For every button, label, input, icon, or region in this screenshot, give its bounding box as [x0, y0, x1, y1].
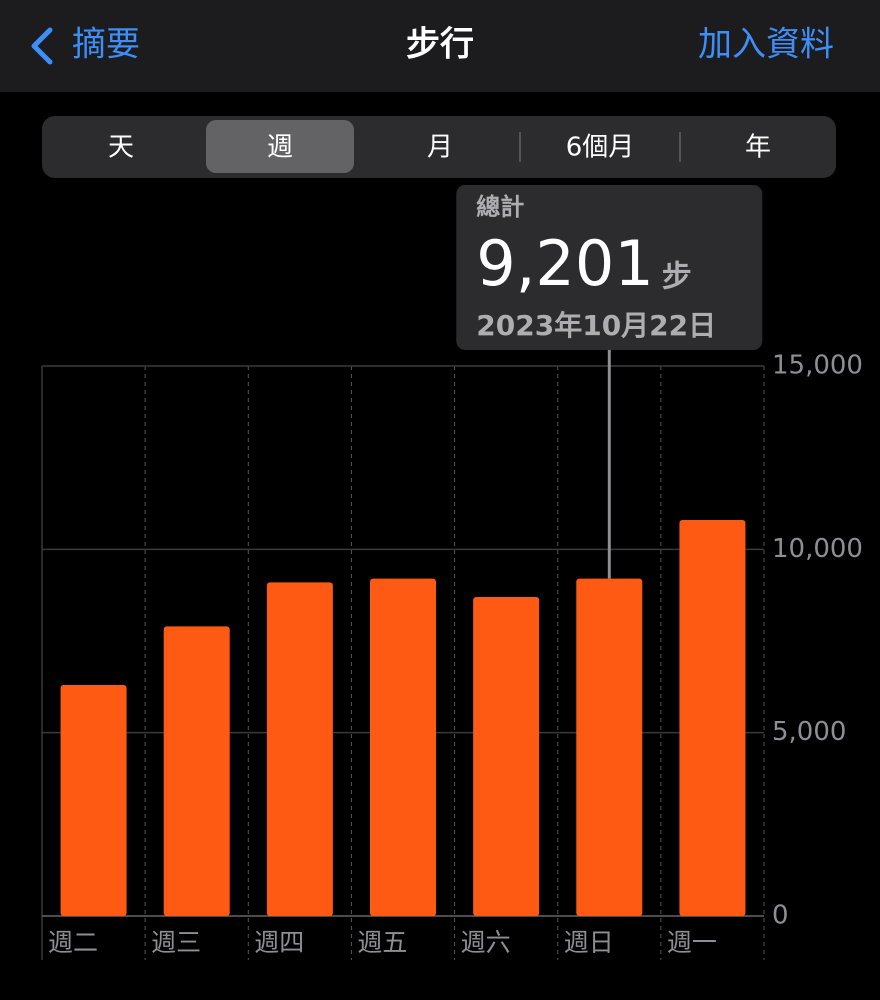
- bar[interactable]: [370, 578, 436, 916]
- bar[interactable]: [576, 578, 643, 916]
- x-tick-label: 週四: [254, 928, 304, 957]
- segment-label[interactable]: 週: [267, 133, 293, 163]
- y-tick-label: 10,000: [772, 534, 863, 564]
- tooltip-date: 2023年10月22日: [476, 309, 716, 342]
- bar[interactable]: [60, 685, 127, 916]
- segment-label[interactable]: 6個月: [566, 133, 635, 163]
- bar[interactable]: [679, 520, 746, 916]
- y-tick-label: 15,000: [772, 351, 863, 381]
- y-tick-label: 5,000: [772, 717, 846, 747]
- x-tick-label: 週六: [461, 928, 511, 957]
- tooltip-title: 總計: [476, 193, 524, 221]
- tooltip: [456, 185, 763, 350]
- x-tick-label: 週五: [357, 928, 407, 957]
- bar[interactable]: [163, 626, 230, 916]
- x-tick-label: 週一: [667, 928, 717, 957]
- segment-selected: [206, 120, 354, 173]
- back-button[interactable]: 摘要: [31, 25, 140, 65]
- add-data[interactable]: 加入資料: [698, 25, 834, 65]
- nav-bar: [0, 0, 880, 92]
- segment-label[interactable]: 天: [108, 133, 134, 163]
- back-label[interactable]: 摘要: [72, 25, 140, 65]
- tooltip-unit: 步: [662, 260, 692, 295]
- segment-label[interactable]: 月: [427, 133, 453, 163]
- y-tick-label: 0: [772, 901, 789, 931]
- x-tick-label: 週三: [151, 928, 201, 957]
- x-tick-label: 週日: [564, 928, 614, 957]
- nav-title: 步行: [406, 25, 474, 65]
- back-chevron[interactable]: [31, 27, 53, 65]
- x-tick-label: 週二: [48, 928, 98, 957]
- bar[interactable]: [473, 597, 540, 916]
- segment-label[interactable]: 年: [745, 133, 771, 163]
- bar[interactable]: [266, 582, 333, 916]
- tooltip-value: 9,201: [476, 227, 654, 300]
